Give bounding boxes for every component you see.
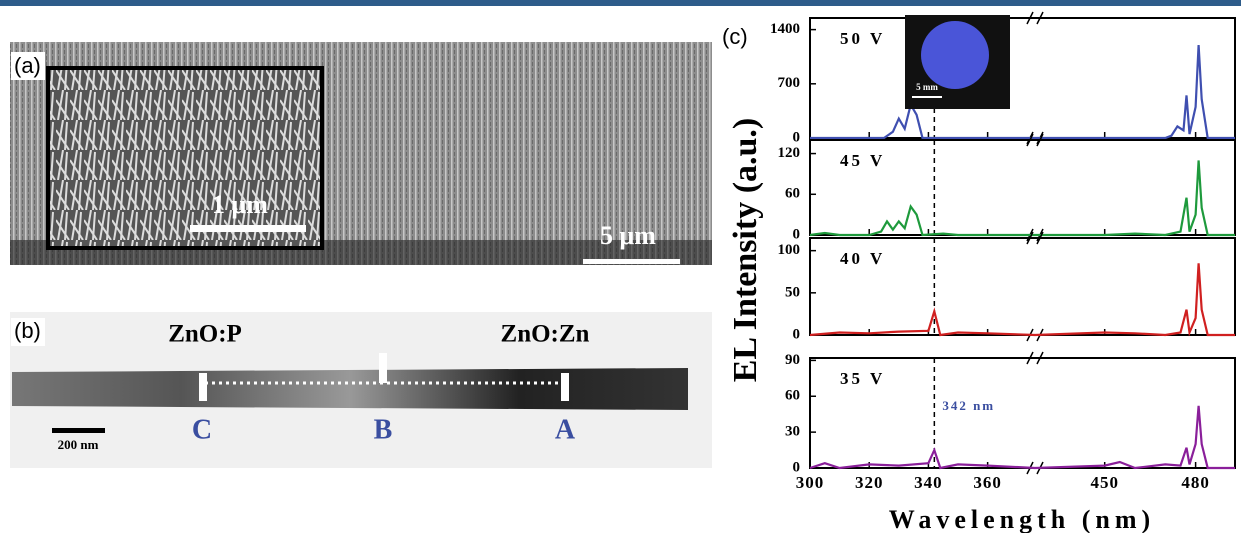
scale-bar <box>912 96 942 98</box>
top-bar <box>0 0 1241 6</box>
spectrum-line <box>809 405 1235 470</box>
point-label: A <box>555 414 576 445</box>
panel-label: (c) <box>722 24 748 49</box>
x-axis-label: Wavelength (nm) <box>889 505 1155 533</box>
scale-label: 5 mm <box>916 82 938 92</box>
nanorod <box>12 368 688 410</box>
y-axis-label: EL Intensity (a.u.) <box>727 118 764 383</box>
scale-bar <box>52 428 105 433</box>
y-tick-label: 100 <box>778 242 801 258</box>
panel-label: (b) <box>14 318 41 343</box>
y-tick-label: 0 <box>793 129 801 145</box>
axis-break <box>1026 351 1044 475</box>
spectrum-line <box>809 160 1235 237</box>
y-tick-label: 60 <box>785 186 800 202</box>
scale-label: 1 μm <box>212 190 268 219</box>
scale-bar <box>190 225 306 232</box>
axis-break <box>1026 11 1044 145</box>
marker <box>379 353 387 383</box>
y-tick-label: 0 <box>793 226 801 242</box>
x-tick-label: 320 <box>855 473 884 492</box>
y-tick-label: 60 <box>785 388 800 404</box>
y-tick-label: 700 <box>778 75 801 91</box>
region-label: ZnO:P <box>168 321 242 348</box>
voltage-label: 40 V <box>840 249 885 268</box>
plots: 0 700 1400 50 V 0 60 120 45 V 0 50 100 40 V 0 30 60 90 3… <box>770 11 1236 492</box>
inset-image <box>46 66 324 250</box>
x-tick-label: 450 <box>1090 473 1119 492</box>
emission-spot <box>921 21 989 89</box>
x-tick-label: 480 <box>1181 473 1210 492</box>
y-tick-label: 0 <box>793 459 801 475</box>
y-tick-label: 90 <box>785 352 800 368</box>
x-tick-label: 360 <box>973 473 1002 492</box>
label-box <box>11 318 45 346</box>
voltage-label: 35 V <box>840 369 885 388</box>
y-tick-label: 50 <box>785 284 800 300</box>
scale-label: 200 nm <box>58 437 99 452</box>
x-tick-label: 300 <box>796 473 825 492</box>
panel-label: (a) <box>14 53 41 78</box>
y-tick-label: 30 <box>785 424 800 440</box>
marker <box>561 373 569 401</box>
y-tick-label: 0 <box>793 326 801 342</box>
spectrum-line <box>810 45 1235 140</box>
region-label: ZnO:Zn <box>501 321 590 348</box>
axis-break <box>1026 231 1044 342</box>
spectrum-line <box>809 263 1235 337</box>
scale-bar <box>583 259 680 264</box>
scale-label: 5 μm <box>600 221 656 250</box>
label-box <box>11 52 45 80</box>
reference-label: 342 nm <box>942 398 995 413</box>
y-tick-label: 120 <box>778 145 801 161</box>
point-label: C <box>192 414 212 445</box>
voltage-label: 45 V <box>840 151 885 170</box>
point-label: B <box>374 414 393 445</box>
y-tick-label: 1400 <box>770 21 800 37</box>
axis-break <box>1026 133 1044 242</box>
x-tick-label: 340 <box>914 473 943 492</box>
voltage-label: 50 V <box>840 29 885 48</box>
marker <box>199 373 207 401</box>
